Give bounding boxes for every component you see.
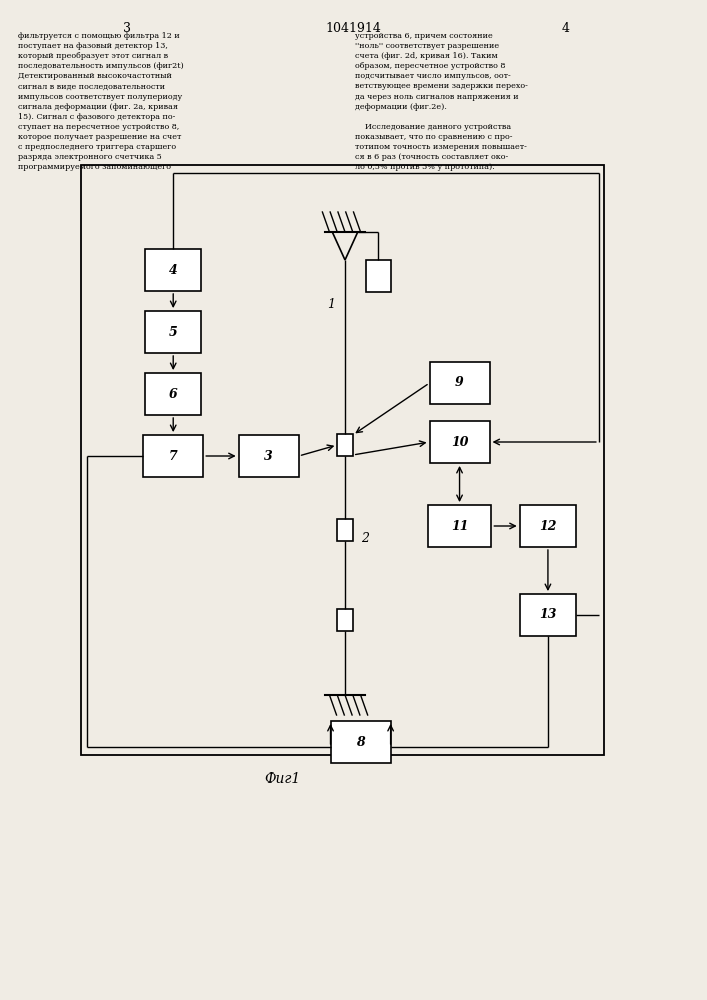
- Text: 6: 6: [169, 387, 177, 400]
- Bar: [81, 165, 604, 755]
- Text: 10: 10: [451, 436, 468, 448]
- Bar: [143, 435, 204, 477]
- Bar: [520, 505, 576, 547]
- Text: 7: 7: [169, 450, 177, 462]
- Text: 1: 1: [327, 298, 335, 312]
- Bar: [145, 249, 201, 291]
- Text: 3: 3: [264, 450, 273, 462]
- Bar: [337, 434, 353, 456]
- Bar: [239, 435, 299, 477]
- Text: устройства 6, причем состояние
''ноль'' соответствует разрешение
счета (фиг. 2d,: устройства 6, причем состояние ''ноль'' …: [355, 32, 528, 171]
- Bar: [520, 594, 576, 636]
- Text: фильтруется с помощью фильтра 12 и
поступает на фазовый детектор 13,
который пре: фильтруется с помощью фильтра 12 и посту…: [18, 32, 183, 171]
- Text: 5: 5: [169, 326, 177, 338]
- Text: 12: 12: [539, 520, 556, 532]
- Text: Фиг1: Фиг1: [264, 772, 301, 786]
- Bar: [430, 362, 489, 404]
- Text: 3: 3: [123, 22, 132, 35]
- Text: 1041914: 1041914: [325, 22, 382, 35]
- Bar: [331, 721, 390, 763]
- Bar: [430, 421, 489, 463]
- Text: 2: 2: [361, 532, 368, 544]
- Text: 11: 11: [451, 520, 468, 532]
- Bar: [145, 311, 201, 353]
- Bar: [145, 373, 201, 415]
- Text: 4: 4: [169, 263, 177, 276]
- Bar: [366, 260, 391, 292]
- Bar: [428, 505, 491, 547]
- Text: 4: 4: [561, 22, 570, 35]
- Text: 8: 8: [356, 736, 365, 748]
- Text: 9: 9: [455, 376, 464, 389]
- Bar: [337, 519, 353, 541]
- Bar: [337, 609, 353, 631]
- Text: 13: 13: [539, 608, 556, 621]
